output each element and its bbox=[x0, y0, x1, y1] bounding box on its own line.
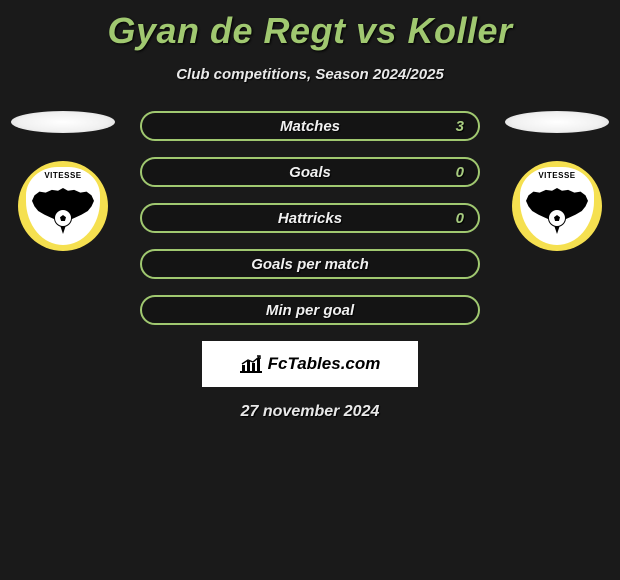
club-crest-right: VITESSE bbox=[512, 161, 602, 251]
stat-label: Goals per match bbox=[251, 256, 369, 273]
player-right-silhouette bbox=[505, 111, 609, 133]
date-text: 27 november 2024 bbox=[0, 403, 620, 421]
stat-label: Hattricks bbox=[278, 210, 342, 227]
stat-value-right: 3 bbox=[456, 118, 464, 135]
player-left-column: VITESSE bbox=[8, 111, 118, 251]
stat-row-goals-per-match: Goals per match bbox=[140, 249, 480, 279]
subtitle: Club competitions, Season 2024/2025 bbox=[0, 66, 620, 83]
brand-logo[interactable]: FcTables.com bbox=[202, 341, 418, 387]
stat-value-right: 0 bbox=[456, 210, 464, 227]
stats-list: Matches 3 Goals 0 Hattricks 0 Goals per … bbox=[140, 111, 480, 325]
player-right-column: VITESSE bbox=[502, 111, 612, 251]
page-title: Gyan de Regt vs Koller bbox=[0, 0, 620, 52]
stat-row-min-per-goal: Min per goal bbox=[140, 295, 480, 325]
club-crest-left: VITESSE bbox=[18, 161, 108, 251]
crest-text: VITESSE bbox=[44, 171, 81, 180]
brand-logo-text: FcTables.com bbox=[268, 354, 381, 374]
chart-icon bbox=[240, 355, 262, 373]
stat-value-right: 0 bbox=[456, 164, 464, 181]
stat-row-goals: Goals 0 bbox=[140, 157, 480, 187]
comparison-area: VITESSE VITESSE Matches 3 Goals 0 Hattri… bbox=[0, 111, 620, 421]
crest-text: VITESSE bbox=[538, 171, 575, 180]
stat-row-hattricks: Hattricks 0 bbox=[140, 203, 480, 233]
player-left-silhouette bbox=[11, 111, 115, 133]
crest-ball-icon bbox=[548, 209, 566, 227]
crest-ball-icon bbox=[54, 209, 72, 227]
stat-label: Matches bbox=[280, 118, 340, 135]
stat-label: Min per goal bbox=[266, 302, 354, 319]
stat-label: Goals bbox=[289, 164, 331, 181]
stat-row-matches: Matches 3 bbox=[140, 111, 480, 141]
